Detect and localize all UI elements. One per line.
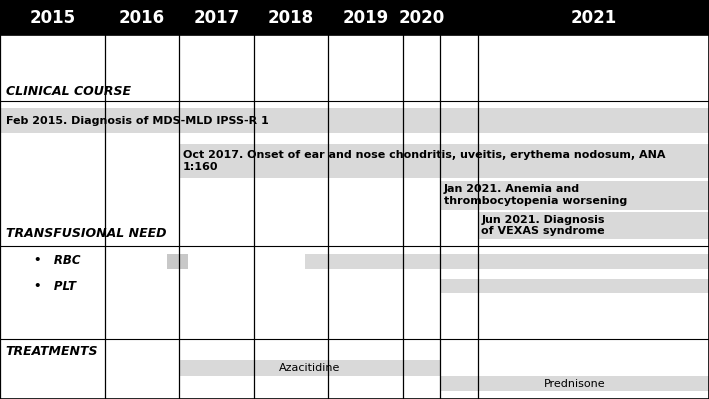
Text: Oct 2017. Onset of ear and nose chondritis, uveitis, erythema nodosum, ANA
1:160: Oct 2017. Onset of ear and nose chondrit… xyxy=(183,150,666,172)
Text: 2016: 2016 xyxy=(119,8,165,27)
Bar xyxy=(0,0,709,35)
Text: Azacitidine: Azacitidine xyxy=(279,363,340,373)
Text: 2018: 2018 xyxy=(268,8,314,27)
Bar xyxy=(0,108,709,133)
Bar xyxy=(478,211,709,239)
Text: 2015: 2015 xyxy=(29,8,76,27)
Text: 2020: 2020 xyxy=(398,8,445,27)
Bar xyxy=(179,144,709,178)
Bar xyxy=(167,254,188,269)
Text: 2019: 2019 xyxy=(342,8,389,27)
Text: 2021: 2021 xyxy=(570,8,617,27)
Text: Jan 2021. Anemia and
thrombocytopenia worsening: Jan 2021. Anemia and thrombocytopenia wo… xyxy=(444,184,627,206)
Text: 2017: 2017 xyxy=(194,8,240,27)
Text: Feb 2015. Diagnosis of MDS-MLD IPSS-R 1: Feb 2015. Diagnosis of MDS-MLD IPSS-R 1 xyxy=(6,116,269,126)
Text: CLINICAL COURSE: CLINICAL COURSE xyxy=(6,85,130,98)
Text: TRANSFUSIONAL NEED: TRANSFUSIONAL NEED xyxy=(6,227,166,240)
Bar xyxy=(305,254,709,269)
Text: TREATMENTS: TREATMENTS xyxy=(6,345,98,358)
Text: Jun 2021. Diagnosis
of VEXAS syndrome: Jun 2021. Diagnosis of VEXAS syndrome xyxy=(481,215,605,236)
Text: •   RBC: • RBC xyxy=(34,254,81,267)
Bar xyxy=(179,360,440,376)
Bar xyxy=(440,376,709,391)
Text: Prednisone: Prednisone xyxy=(544,379,605,389)
Bar xyxy=(440,181,709,210)
Text: •   PLT: • PLT xyxy=(34,280,76,293)
Bar xyxy=(440,279,709,294)
